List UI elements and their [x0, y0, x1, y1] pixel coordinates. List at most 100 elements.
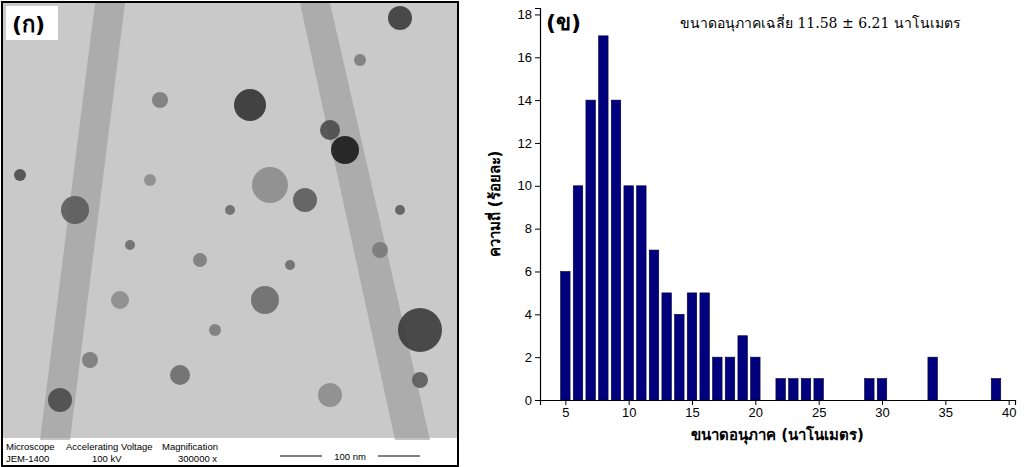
particle — [14, 169, 26, 181]
bar — [991, 379, 1001, 400]
x-tick: 15 — [685, 400, 699, 420]
particle — [234, 89, 266, 121]
y-tick-mark — [535, 229, 540, 230]
y-tick: 0 — [525, 393, 540, 408]
y-tick-label: 4 — [525, 307, 532, 322]
bars — [561, 36, 1001, 400]
y-tick-label: 10 — [518, 178, 532, 193]
x-tick-label: 35 — [939, 405, 953, 420]
particle — [111, 291, 129, 309]
x-axis: 510152025303540 — [541, 400, 1017, 420]
y-tick: 6 — [525, 264, 540, 279]
x-tick: 30 — [875, 400, 889, 420]
particle — [48, 388, 72, 412]
panel-label: (ก) — [12, 12, 45, 37]
bar — [637, 186, 647, 400]
scale-bar-label: 100 nm — [334, 451, 366, 462]
bar — [675, 314, 685, 400]
bar — [789, 379, 799, 400]
particle — [170, 365, 190, 385]
bar — [662, 293, 672, 400]
bar — [877, 379, 887, 400]
bar — [751, 357, 761, 400]
particle — [193, 253, 207, 267]
info-header: Microscope — [6, 441, 55, 452]
bar — [865, 379, 875, 400]
y-axis-line — [535, 9, 541, 401]
particle — [395, 205, 405, 215]
x-tick-label: 40 — [1002, 405, 1016, 420]
x-tick-label: 15 — [685, 405, 699, 420]
particle — [61, 196, 89, 224]
fibre — [300, 3, 430, 440]
panel-label-box — [6, 6, 58, 40]
micrograph-panel: (ก) Microscope Accelerating Voltage Magnifi… — [2, 2, 458, 466]
particle — [318, 383, 342, 407]
y-tick-label: 8 — [525, 221, 532, 236]
info-header: Magnification — [162, 441, 218, 452]
particle — [82, 352, 98, 368]
y-tick: 18 — [518, 7, 540, 22]
particle — [388, 6, 412, 30]
y-tick-label: 2 — [525, 350, 532, 365]
y-tick-label: 18 — [518, 7, 532, 22]
y-tick-label: 14 — [518, 93, 532, 108]
y-tick-mark — [535, 57, 540, 58]
bar — [649, 250, 659, 400]
y-tick: 10 — [518, 178, 540, 193]
bar — [928, 357, 938, 400]
x-tick-label: 25 — [812, 405, 826, 420]
bar — [611, 100, 621, 400]
bar — [586, 100, 596, 400]
y-tick-label: 16 — [518, 50, 532, 65]
x-tick: 35 — [939, 400, 953, 420]
particle — [331, 136, 359, 164]
bar — [599, 36, 609, 400]
particle — [225, 205, 235, 215]
particle — [320, 120, 340, 140]
info-value: 100 kV — [92, 453, 122, 464]
x-tick: 25 — [812, 400, 826, 420]
bar — [624, 186, 634, 400]
bar — [801, 379, 811, 400]
info-value: JEM-1400 — [6, 453, 49, 464]
info-value: 300000 x — [178, 453, 217, 464]
panel-label: (ข) — [546, 10, 581, 35]
bar — [776, 379, 786, 400]
micrograph-frame — [2, 2, 458, 466]
y-axis-title: ความถี่ (ร้อยละ) — [484, 151, 504, 258]
particle — [372, 242, 388, 258]
particle — [209, 324, 221, 336]
y-tick: 4 — [525, 307, 540, 322]
chart-panel: 510152025303540024681012141618ขนาดอนุภาค… — [484, 7, 1016, 445]
info-header: Accelerating Voltage — [66, 441, 153, 452]
bar — [725, 357, 735, 400]
y-tick-mark — [535, 186, 540, 187]
x-tick: 10 — [622, 400, 636, 420]
y-tick-label: 0 — [525, 393, 532, 408]
y-axis: 0 2 4 6 8 10 12 14 16 18 — [518, 7, 541, 408]
y-tick-mark — [535, 314, 540, 315]
y-tick-mark — [535, 400, 540, 401]
particle — [354, 54, 366, 66]
y-tick-mark — [535, 100, 540, 101]
particle — [251, 286, 279, 314]
bar — [738, 336, 748, 400]
y-tick: 12 — [518, 136, 540, 151]
x-tick: 40 — [1002, 400, 1016, 420]
annotation: ขนาดอนุภาคเฉลี่ย 11.58 ± 6.21 นาโนเมตร — [680, 14, 961, 32]
y-tick-mark — [535, 143, 540, 144]
particle — [125, 240, 135, 250]
page: (ก) Microscope Accelerating Voltage Magnifi… — [0, 0, 1034, 467]
y-tick-mark — [535, 14, 540, 15]
y-tick: 8 — [525, 221, 540, 236]
y-tick: 2 — [525, 350, 540, 365]
bar — [687, 293, 697, 400]
x-tick-label: 20 — [749, 405, 763, 420]
scale-bar-bg — [322, 448, 378, 462]
particle — [252, 167, 288, 203]
particle — [285, 260, 295, 270]
particle — [293, 188, 317, 212]
y-tick-mark — [535, 271, 540, 272]
x-tick-label: 30 — [875, 405, 889, 420]
